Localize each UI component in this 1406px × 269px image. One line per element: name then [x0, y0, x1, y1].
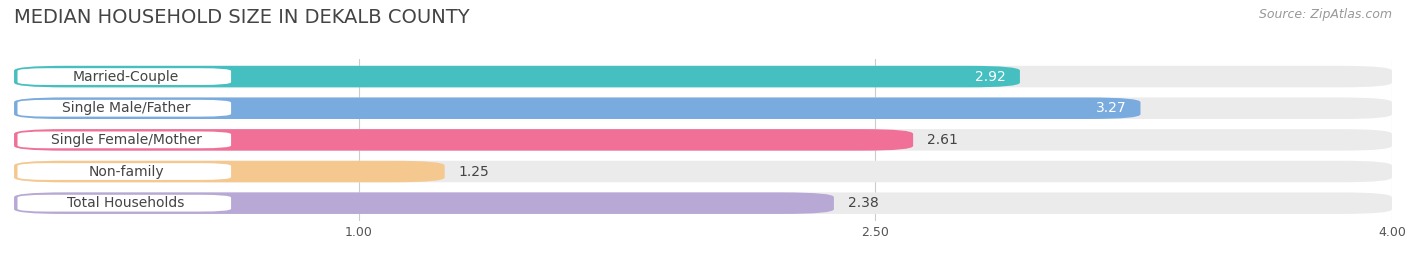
Text: Single Female/Mother: Single Female/Mother: [51, 133, 201, 147]
FancyBboxPatch shape: [17, 100, 231, 117]
FancyBboxPatch shape: [14, 161, 444, 182]
FancyBboxPatch shape: [14, 192, 834, 214]
FancyBboxPatch shape: [14, 66, 1019, 87]
Text: 3.27: 3.27: [1097, 101, 1126, 115]
FancyBboxPatch shape: [14, 97, 1392, 119]
FancyBboxPatch shape: [14, 161, 1392, 182]
FancyBboxPatch shape: [17, 163, 231, 180]
FancyBboxPatch shape: [17, 68, 231, 85]
FancyBboxPatch shape: [14, 192, 1392, 214]
Text: 1.25: 1.25: [458, 165, 489, 179]
Text: MEDIAN HOUSEHOLD SIZE IN DEKALB COUNTY: MEDIAN HOUSEHOLD SIZE IN DEKALB COUNTY: [14, 8, 470, 27]
Text: Single Male/Father: Single Male/Father: [62, 101, 190, 115]
Text: Total Households: Total Households: [67, 196, 184, 210]
FancyBboxPatch shape: [17, 132, 231, 148]
FancyBboxPatch shape: [14, 129, 912, 151]
Text: 2.38: 2.38: [848, 196, 879, 210]
Text: 2.92: 2.92: [976, 70, 1007, 84]
Text: 2.61: 2.61: [927, 133, 957, 147]
FancyBboxPatch shape: [14, 66, 1392, 87]
Text: Source: ZipAtlas.com: Source: ZipAtlas.com: [1258, 8, 1392, 21]
FancyBboxPatch shape: [14, 97, 1140, 119]
FancyBboxPatch shape: [17, 195, 231, 211]
Text: Married-Couple: Married-Couple: [73, 70, 179, 84]
Text: Non-family: Non-family: [89, 165, 165, 179]
FancyBboxPatch shape: [14, 129, 1392, 151]
